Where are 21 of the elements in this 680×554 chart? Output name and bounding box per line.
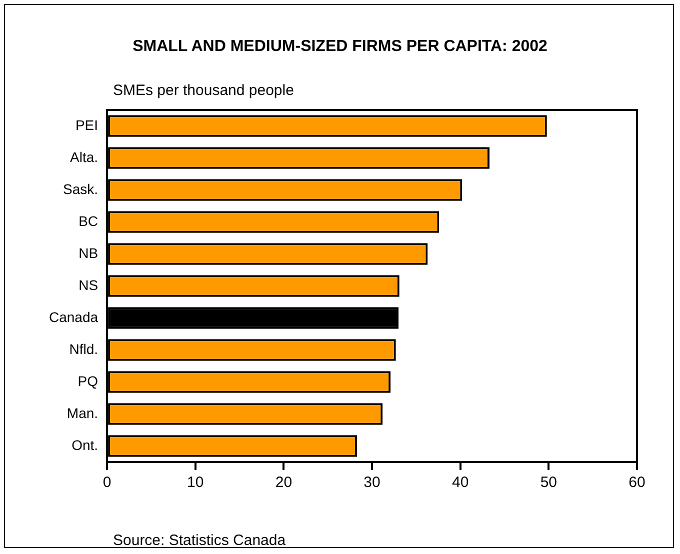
y-tick-label: Canada xyxy=(48,308,98,325)
x-tick-label: 0 xyxy=(102,474,112,492)
y-tick-label: Man. xyxy=(66,404,98,421)
x-tick-label: 10 xyxy=(187,474,204,492)
y-tick-label: Alta. xyxy=(70,148,98,165)
y-tick-label: NB xyxy=(78,244,98,261)
x-tick-label: 20 xyxy=(275,474,292,492)
x-tick-label: 60 xyxy=(628,474,646,492)
x-tick-label: 50 xyxy=(540,474,558,492)
source-note: Source: Statistics Canada xyxy=(113,532,286,549)
y-tick-label: Sask. xyxy=(63,180,98,197)
y-tick-label: BC xyxy=(78,212,98,229)
y-tick-label: Ont. xyxy=(72,436,98,453)
y-tick-label: PEI xyxy=(75,116,98,133)
x-tick-label: 30 xyxy=(364,474,380,492)
y-tick-label: NS xyxy=(78,276,98,293)
y-tick-label: PQ xyxy=(78,372,98,389)
y-tick-label: Nfld. xyxy=(69,340,98,357)
x-axis-title: SMEs per thousand people xyxy=(113,82,294,99)
chart-title: SMALL AND MEDIUM-SIZED FIRMS PER CAPITA: 2002 xyxy=(132,38,548,56)
x-tick-label: 40 xyxy=(452,474,469,492)
